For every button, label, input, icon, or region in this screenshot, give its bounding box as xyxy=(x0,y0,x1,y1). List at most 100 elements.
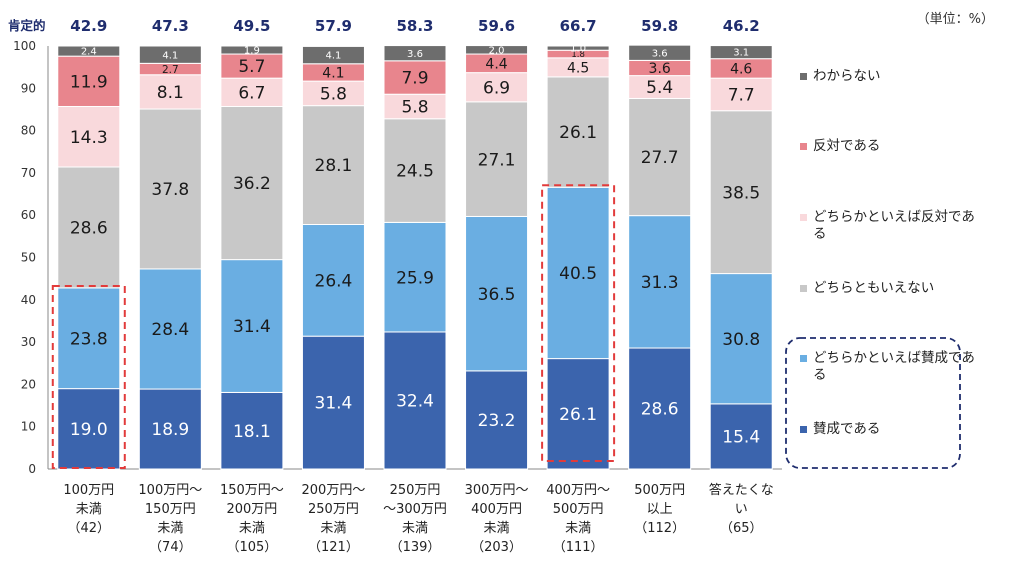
legend-item-somewhat-oppose: どちらかといえば反対である xyxy=(800,209,983,243)
data-label: 4.4 xyxy=(485,56,507,72)
data-label: 3.1 xyxy=(733,48,749,59)
bar-segment xyxy=(465,101,529,217)
legend-item-oppose: 反対である xyxy=(800,138,983,155)
x-tick-label: （139） xyxy=(390,540,441,555)
legend-swatch xyxy=(800,143,807,150)
x-tick-label: （203） xyxy=(471,540,522,555)
data-label: 4.1 xyxy=(162,50,178,61)
data-label: 3.6 xyxy=(407,49,423,60)
bar-segment xyxy=(138,388,202,470)
data-label: 18.1 xyxy=(233,422,271,442)
bar-segment xyxy=(383,93,447,120)
data-label: 3.6 xyxy=(649,61,671,77)
unit-label: （単位：%） xyxy=(916,12,994,27)
x-tick-label: ～300万円 xyxy=(383,502,447,517)
bar-segment xyxy=(383,118,447,223)
data-label: 4.1 xyxy=(322,65,344,81)
data-label: 2.4 xyxy=(81,47,97,58)
x-tick-label: （65） xyxy=(720,521,763,536)
x-tick-label: （42） xyxy=(68,521,111,536)
positive-total-label: 42.9 xyxy=(70,17,107,35)
x-tick-label: 250万円 xyxy=(390,483,441,498)
y-tick-label: 60 xyxy=(21,208,36,222)
legend-label: 反対である xyxy=(813,138,881,154)
data-label: 1.0 xyxy=(570,44,586,55)
data-label: 26.1 xyxy=(559,123,597,143)
legend-item-somewhat-agree: どちらかといえば賛成である xyxy=(800,350,983,384)
bar-segment xyxy=(546,45,610,51)
x-tick-label: （112） xyxy=(634,521,685,536)
x-tick-label: 400万円～ xyxy=(546,483,610,498)
bar-segment xyxy=(628,215,692,349)
data-label: 7.9 xyxy=(401,69,428,89)
data-label: 14.3 xyxy=(70,128,108,148)
x-tick-label: 150万円～ xyxy=(220,483,284,498)
bar-segment xyxy=(709,77,773,112)
data-label: 28.6 xyxy=(70,219,108,239)
data-label: 23.2 xyxy=(478,411,516,431)
data-label: 31.4 xyxy=(315,394,353,414)
data-label: 25.9 xyxy=(396,268,434,288)
legend-item-neutral: どちらともいえない xyxy=(800,280,983,297)
data-label: 31.3 xyxy=(641,273,679,293)
y-tick-label: 10 xyxy=(21,420,36,434)
x-tick-label: 500万円 xyxy=(634,483,685,498)
data-label: 5.4 xyxy=(646,78,673,98)
bar-segment xyxy=(138,108,202,270)
data-label: 4.6 xyxy=(730,61,752,77)
bar-segment xyxy=(465,215,529,372)
positive-total-label: 46.2 xyxy=(723,17,760,35)
legend-label: どちらともいえない xyxy=(813,280,935,296)
bar-segment xyxy=(546,186,610,360)
data-label: 28.4 xyxy=(151,320,189,340)
bar-segment xyxy=(138,74,202,110)
x-tick-label: 400万円 xyxy=(471,502,522,517)
bar-segment xyxy=(383,45,447,62)
data-label: 28.6 xyxy=(641,400,679,420)
bar-segment xyxy=(383,60,447,95)
bar-segment xyxy=(709,110,773,275)
x-tick-label: 未満 xyxy=(484,521,510,536)
x-tick-label: 未満 xyxy=(565,521,591,536)
bar-segment xyxy=(301,45,365,65)
positive-total-label: 59.6 xyxy=(478,17,515,35)
bar-segment xyxy=(709,273,773,405)
bar-segment xyxy=(709,45,773,60)
data-label: 1.9 xyxy=(244,46,260,57)
legend-swatch xyxy=(800,285,807,292)
positive-label: 肯定的 xyxy=(8,18,46,33)
data-label: 31.4 xyxy=(233,317,271,337)
y-tick-label: 90 xyxy=(21,81,36,95)
data-label: 6.9 xyxy=(483,78,510,98)
bar-segment xyxy=(57,45,121,57)
x-tick-label: 未満 xyxy=(402,521,428,536)
data-label: 18.9 xyxy=(151,420,189,440)
bar-segment xyxy=(301,105,365,226)
bar-segment xyxy=(220,77,284,107)
data-label: 40.5 xyxy=(559,264,597,284)
data-label: 4.1 xyxy=(325,51,341,62)
highlight-box xyxy=(51,284,126,469)
data-label: 11.9 xyxy=(70,72,108,92)
bar-segment xyxy=(628,44,692,61)
legend-swatch xyxy=(800,355,807,362)
bar-segment xyxy=(57,105,121,168)
y-tick-label: 50 xyxy=(21,251,36,265)
bar-segment xyxy=(138,45,202,64)
data-label: 5.7 xyxy=(238,57,265,77)
y-tick-label: 100 xyxy=(13,39,36,53)
x-tick-label: 100万円 xyxy=(63,483,114,498)
data-label: 2.7 xyxy=(162,64,179,76)
data-label: 19.0 xyxy=(70,420,108,440)
bar-segment xyxy=(546,76,610,188)
x-tick-label: （105） xyxy=(226,540,277,555)
bar-segment xyxy=(220,45,284,55)
bar-segment xyxy=(465,72,529,103)
x-tick-label: 以上 xyxy=(647,502,673,517)
data-label: 32.4 xyxy=(396,392,434,412)
legend-swatch xyxy=(800,214,807,221)
bar-segment xyxy=(301,224,365,337)
x-tick-label: 未満 xyxy=(157,521,183,536)
x-tick-label: 未満 xyxy=(239,521,265,536)
data-label: 24.5 xyxy=(396,162,434,182)
